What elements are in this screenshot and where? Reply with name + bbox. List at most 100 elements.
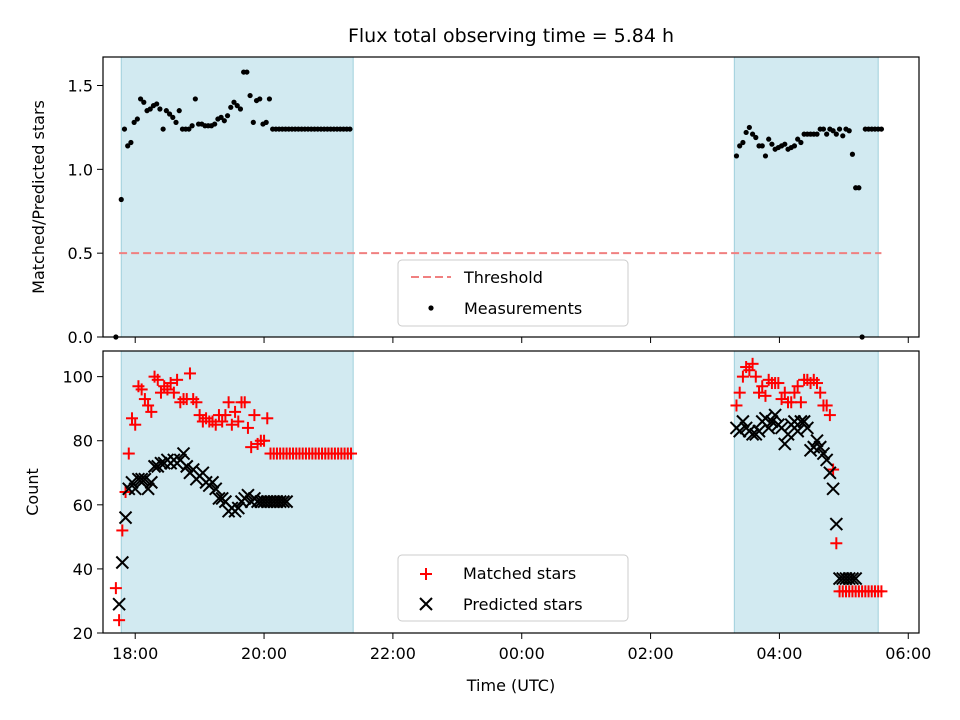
bottom-y-axis-label: Count [23, 468, 42, 516]
y-tick-label: 0.5 [68, 244, 93, 263]
measurement-point [237, 106, 244, 112]
predicted-star-point [787, 414, 802, 429]
predicted-star-point [115, 555, 130, 570]
measurement-point [749, 131, 756, 137]
measurement-point [795, 136, 801, 142]
matched-star-point [167, 386, 180, 399]
measurement-point [176, 108, 182, 114]
measurement-point [820, 126, 827, 132]
top-legend: Threshold Measurements [397, 259, 629, 327]
predicted-star-point [231, 501, 245, 515]
measurement-points [113, 69, 885, 340]
matched-star-point [219, 409, 232, 422]
y-tick-label: 80 [73, 432, 93, 451]
legend-measurement-label: Measurements [464, 299, 582, 318]
y-tick-label: 1.0 [68, 160, 93, 179]
top-y-axis-label: Matched/Predicted stars [29, 100, 48, 294]
predicted-star-point [819, 453, 834, 467]
measurement-point [798, 139, 804, 146]
matched-star-point [222, 396, 235, 409]
matched-star-point [142, 399, 155, 412]
matched-star-point [164, 377, 177, 390]
matched-star-point [730, 399, 743, 412]
predicted-star-point [180, 459, 194, 474]
matched-star-point [116, 524, 129, 537]
measurement-point [856, 185, 862, 191]
predicted-star-point [144, 475, 159, 490]
predicted-star-point [842, 571, 856, 586]
measurement-point [740, 139, 746, 146]
measurement-point [234, 103, 240, 109]
predicted-star-point [810, 434, 824, 448]
measurement-point [166, 111, 173, 117]
measurement-point [141, 99, 147, 105]
predicted-star-point [807, 440, 821, 454]
matched-star-point [746, 357, 759, 370]
matched-star-point [171, 373, 184, 386]
measurement-point [134, 116, 140, 122]
matched-star-point [345, 447, 358, 460]
matched-star-point [232, 415, 245, 428]
matched-star-point [122, 447, 135, 460]
predicted-star-point [800, 421, 815, 435]
predicted-star-point [209, 482, 223, 496]
matched-star-point [248, 409, 261, 422]
measurement-point [192, 96, 198, 102]
measurement-point [118, 196, 124, 203]
matched-star-point [245, 441, 258, 454]
x-tick-label: 22:00 [370, 644, 416, 663]
y-tick-label: 1.5 [68, 77, 93, 96]
matched-star-point [830, 537, 843, 550]
predicted-star-point [736, 414, 750, 429]
measurement-point [830, 128, 836, 134]
measurement-point [733, 153, 740, 159]
matched-star-point [129, 418, 142, 431]
measurement-point [814, 131, 820, 137]
matched-star-point [161, 383, 174, 396]
x-tick-label: 00:00 [499, 644, 545, 663]
measurement-point [137, 96, 144, 102]
predicted-star-point [752, 424, 766, 438]
predicted-star-point [758, 411, 773, 426]
measurement-point [753, 134, 759, 141]
matched-star-point [183, 367, 196, 380]
matched-star-point [811, 377, 823, 390]
measurement-point [766, 136, 772, 142]
measurement-point [849, 151, 856, 157]
measurement-point [263, 119, 269, 125]
predicted-star-point [118, 510, 133, 525]
predicted-star-point [112, 597, 126, 611]
shaded-region-2 [733, 56, 879, 338]
matched-star-point [209, 418, 222, 431]
bottom-y-ticks: 20 40 60 80 100 [62, 368, 103, 643]
predicted-star-point [267, 494, 281, 509]
predicted-star-point [848, 571, 863, 586]
measurement-point [791, 143, 798, 149]
measurement-point [244, 69, 250, 75]
predicted-star-point [836, 571, 850, 586]
predicted-star-point [212, 491, 226, 506]
measurement-point [347, 126, 353, 132]
predicted-star-point [147, 459, 162, 474]
predicted-stars-points [112, 408, 863, 611]
predicted-star-point [797, 414, 811, 429]
matched-stars-points [109, 357, 888, 627]
predicted-star-point [816, 446, 831, 461]
measurement-point [746, 124, 752, 131]
bottom-x-ticks: 18:00 20:00 22:00 00:00 02:00 04:00 06:00 [112, 633, 931, 663]
predicted-star-point [768, 408, 782, 422]
predicted-star-point [823, 466, 837, 480]
matched-star-point [749, 370, 762, 383]
legend-matched-swatch [420, 568, 432, 580]
predicted-star-point [279, 494, 294, 509]
x-axis-label: Time (UTC) [466, 676, 555, 695]
matched-star-point [216, 415, 229, 428]
measurement-point [762, 153, 769, 159]
predicted-star-point [732, 424, 747, 438]
matched-star-point [241, 421, 254, 434]
measurement-point [163, 108, 169, 114]
matched-star-point [823, 409, 836, 422]
predicted-star-point [781, 427, 795, 442]
matched-star-point [775, 393, 788, 406]
measurement-point [128, 139, 134, 146]
